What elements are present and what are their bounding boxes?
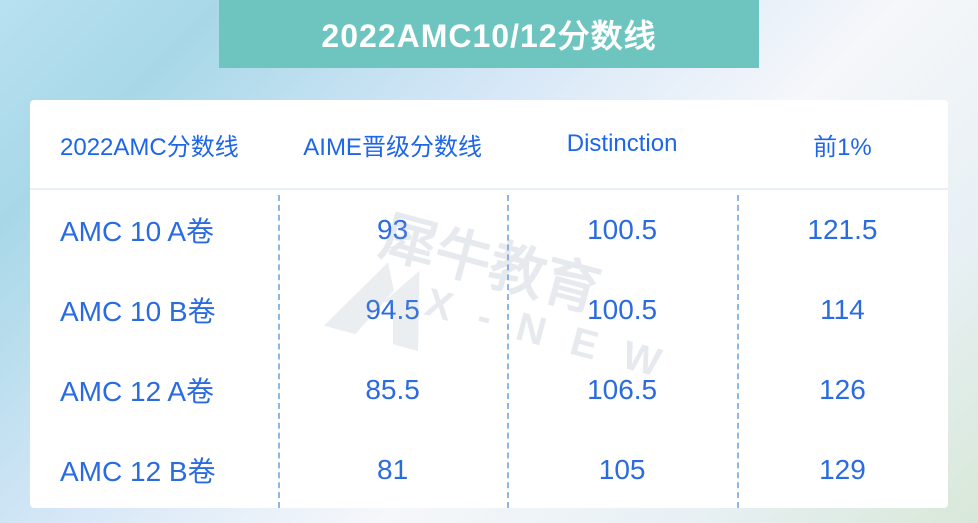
cell-aime: 85.5 — [278, 374, 508, 406]
cell-top1: 121.5 — [737, 214, 948, 246]
table-row: AMC 12 A卷 85.5 106.5 126 — [30, 350, 948, 430]
cell-exam-label: AMC 12 A卷 — [30, 370, 278, 410]
cell-exam-label: AMC 10 B卷 — [30, 290, 278, 330]
cell-distinction: 105 — [507, 454, 737, 486]
table-row: AMC 12 B卷 81 105 129 — [30, 430, 948, 510]
table-header-row: 2022AMC分数线 AIME晋级分数线 Distinction 前1% — [30, 100, 948, 190]
col-header-distinction: Distinction — [507, 100, 737, 188]
col-header-aime: AIME晋级分数线 — [278, 100, 508, 188]
col-header-top1: 前1% — [737, 100, 948, 188]
cell-distinction: 106.5 — [507, 374, 737, 406]
cell-top1: 114 — [737, 294, 948, 326]
cell-distinction: 100.5 — [507, 294, 737, 326]
score-table: 2022AMC分数线 AIME晋级分数线 Distinction 前1% AMC… — [30, 100, 948, 508]
page-title: 2022AMC10/12分数线 — [321, 11, 656, 57]
cell-exam-label: AMC 12 B卷 — [30, 450, 278, 490]
title-bar: 2022AMC10/12分数线 — [219, 0, 759, 68]
cell-top1: 126 — [737, 374, 948, 406]
col-header-exam: 2022AMC分数线 — [30, 100, 278, 188]
cell-aime: 81 — [278, 454, 508, 486]
cell-exam-label: AMC 10 A卷 — [30, 210, 278, 250]
cell-distinction: 100.5 — [507, 214, 737, 246]
table-row: AMC 10 B卷 94.5 100.5 114 — [30, 270, 948, 350]
main-container: 2022AMC10/12分数线 2022AMC分数线 AIME晋级分数线 Dis… — [0, 0, 978, 523]
table-body: AMC 10 A卷 93 100.5 121.5 AMC 10 B卷 94.5 … — [30, 190, 948, 510]
cell-aime: 93 — [278, 214, 508, 246]
table-row: AMC 10 A卷 93 100.5 121.5 — [30, 190, 948, 270]
cell-aime: 94.5 — [278, 294, 508, 326]
cell-top1: 129 — [737, 454, 948, 486]
